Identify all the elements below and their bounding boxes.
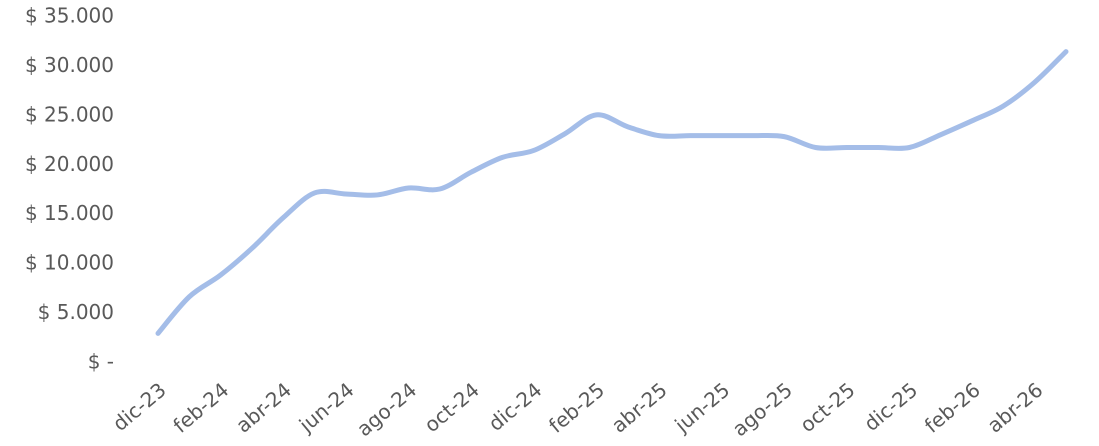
y-tick-label: $ 25.000 (25, 102, 114, 126)
y-tick-label: $ 5.000 (38, 300, 114, 324)
y-tick-label: $ - (88, 350, 114, 374)
y-tick-label: $ 30.000 (25, 53, 114, 77)
x-tick-label: dic-23 (108, 378, 171, 436)
x-tick-label: abr-24 (231, 378, 296, 438)
x-tick-label: feb-26 (920, 378, 985, 438)
y-tick-label: $ 20.000 (25, 152, 114, 176)
x-tick-label: oct-24 (420, 378, 484, 437)
y-tick-label: $ 10.000 (25, 251, 114, 275)
x-tick-label: abr-26 (983, 378, 1048, 438)
x-tick-label: jun-25 (669, 378, 734, 438)
x-tick-label: feb-24 (168, 378, 233, 438)
x-tick-label: ago-24 (352, 378, 421, 442)
x-tick-label: jun-24 (294, 378, 359, 438)
x-tick-label: feb-25 (544, 378, 609, 438)
x-tick-label: dic-25 (859, 378, 922, 436)
x-tick-label: dic-24 (484, 378, 547, 436)
x-tick-label: oct-25 (795, 378, 859, 437)
data-line (155, 49, 1069, 336)
x-tick-label: ago-25 (728, 378, 797, 442)
y-tick-label: $ 35.000 (25, 4, 114, 28)
y-tick-label: $ 15.000 (25, 201, 114, 225)
x-tick-label: abr-25 (607, 378, 672, 438)
